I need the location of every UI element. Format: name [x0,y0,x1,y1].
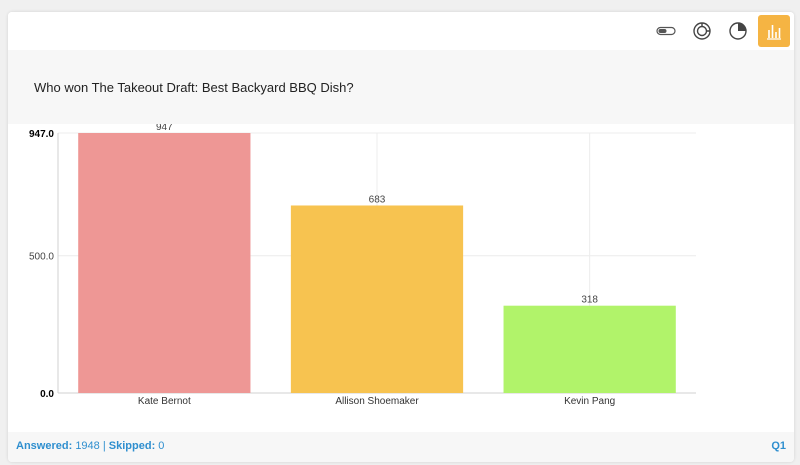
x-tick-label: Kevin Pang [564,396,615,407]
bar-chart: 0.0 500.0 947.0 947 Kate Bernot 683 Allison Sh… [8,124,794,432]
bar-3 [503,305,676,393]
pie-chart-button[interactable] [722,15,754,47]
skipped-count: 0 [158,440,165,452]
answered-label: Answered: [16,440,73,452]
y-tick-label: 0.0 [40,389,54,400]
y-tick-label: 947.0 [29,129,54,140]
data-label: 683 [369,194,386,205]
x-tick-label: Kate Bernot [138,396,191,407]
question-card: Who won The Takeout Draft: Best Backyard… [8,12,794,462]
bar-chart-svg: 0.0 500.0 947.0 947 Kate Bernot 683 Allison Sh… [29,124,696,407]
bar-chart-icon [767,25,781,40]
pie-chart-icon [729,22,747,40]
data-label: 947 [156,124,173,133]
skipped-label: Skipped: [108,440,156,452]
question-number: Q1 [771,440,786,452]
data-label: 318 [581,295,598,306]
y-tick-label: 500.0 [29,252,54,263]
response-footer: Answered: 1948 | Skipped: 0 Q1 [8,432,794,462]
bar-chart-button[interactable] [758,15,790,47]
question-header: Who won The Takeout Draft: Best Backyard… [8,50,794,124]
chart-type-toolbar [8,12,794,50]
stats-separator: | [102,440,106,452]
x-tick-label: Allison Shoemaker [335,396,419,407]
question-title: Who won The Takeout Draft: Best Backyard… [34,80,354,95]
toggle-icon [656,26,676,36]
response-stats: Answered: 1948 | Skipped: 0 [16,440,164,452]
answered-count: 1948 [75,440,100,452]
donut-chart-button[interactable] [686,15,718,47]
chart-area: 0.0 500.0 947.0 947 Kate Bernot 683 Allison Sh… [8,124,794,432]
bar-2 [290,205,464,393]
bar-1 [78,133,251,393]
toggle-view-button[interactable] [650,15,682,47]
donut-chart-icon [693,22,711,40]
